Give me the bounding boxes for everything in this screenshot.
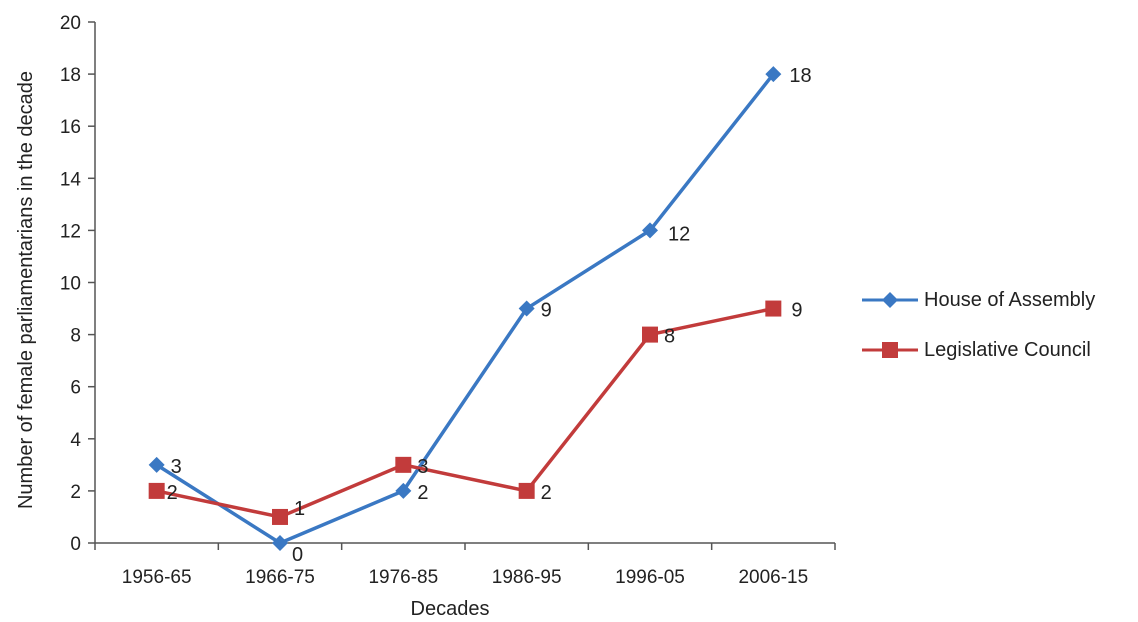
legend-item-house-of-assembly: House of Assembly <box>862 286 1095 314</box>
x-tick-label: 1976-85 <box>368 567 438 588</box>
legend-label-house-of-assembly: House of Assembly <box>924 288 1096 311</box>
y-tick-label: 18 <box>60 65 81 86</box>
y-tick-label: 12 <box>60 221 81 242</box>
y-tick-label: 14 <box>60 169 82 190</box>
data-point-square <box>765 300 782 317</box>
x-tick-label: 1956-65 <box>122 567 192 588</box>
data-label: 18 <box>789 65 811 87</box>
y-tick-label: 16 <box>60 117 81 138</box>
data-label: 3 <box>417 456 428 478</box>
series-group <box>148 66 782 551</box>
legend-item-legislative-council: Legislative Council <box>862 336 1095 364</box>
data-label: 8 <box>664 326 675 348</box>
data-point-square <box>272 508 288 525</box>
x-tick-label: 1996-05 <box>615 567 685 588</box>
legend-label-legislative-council: Legislative Council <box>924 338 1091 361</box>
data-label: 2 <box>417 482 428 504</box>
data-label: 3 <box>171 456 182 478</box>
y-tick-label: 10 <box>60 274 81 295</box>
data-point-square <box>518 482 535 499</box>
square-marker-icon <box>862 342 918 358</box>
x-tick-label: 2006-15 <box>738 567 808 588</box>
x-tick-label: 1986-95 <box>492 567 562 588</box>
data-label: 2 <box>167 482 178 504</box>
series-line <box>155 73 775 545</box>
y-tick-label: 8 <box>70 326 81 347</box>
x-tick-label: 1966-75 <box>245 567 315 588</box>
data-point-square <box>395 456 412 473</box>
data-label: 2 <box>541 482 552 504</box>
data-point-diamond <box>765 66 782 83</box>
legend: House of Assembly Legislative Council <box>862 286 1095 386</box>
data-label: 1 <box>294 498 305 520</box>
y-tick-label: 2 <box>70 482 81 503</box>
x-axis-ticks: 1956-65 1966-75 1976-85 1986-95 1996-05 2006-… <box>94 543 836 588</box>
data-point-diamond <box>642 222 658 239</box>
y-tick-label: 20 <box>60 13 81 34</box>
data-point-diamond <box>148 456 165 473</box>
y-tick-label: 4 <box>70 430 81 451</box>
axes <box>94 22 835 544</box>
data-point-square <box>642 326 658 343</box>
series-line <box>156 306 774 519</box>
y-axis-ticks: 0 2 4 6 8 10 12 14 16 18 20 <box>60 13 95 555</box>
data-point-diamond <box>395 482 412 499</box>
data-labels: 3 0 2 9 12 18 2 1 3 2 8 9 <box>167 65 812 566</box>
data-point-diamond <box>272 535 288 551</box>
data-label: 9 <box>791 300 802 322</box>
data-label: 9 <box>541 300 552 322</box>
y-tick-label: 0 <box>70 534 81 555</box>
diamond-marker-icon <box>862 292 918 308</box>
data-point-square <box>148 482 165 499</box>
x-axis-title: Decades <box>411 598 490 620</box>
data-label: 12 <box>668 223 690 245</box>
data-label: 0 <box>292 544 303 566</box>
data-point-diamond <box>518 300 535 317</box>
y-axis-title: Number of female parliamentarians in the… <box>15 71 37 509</box>
y-tick-label: 6 <box>70 378 81 399</box>
